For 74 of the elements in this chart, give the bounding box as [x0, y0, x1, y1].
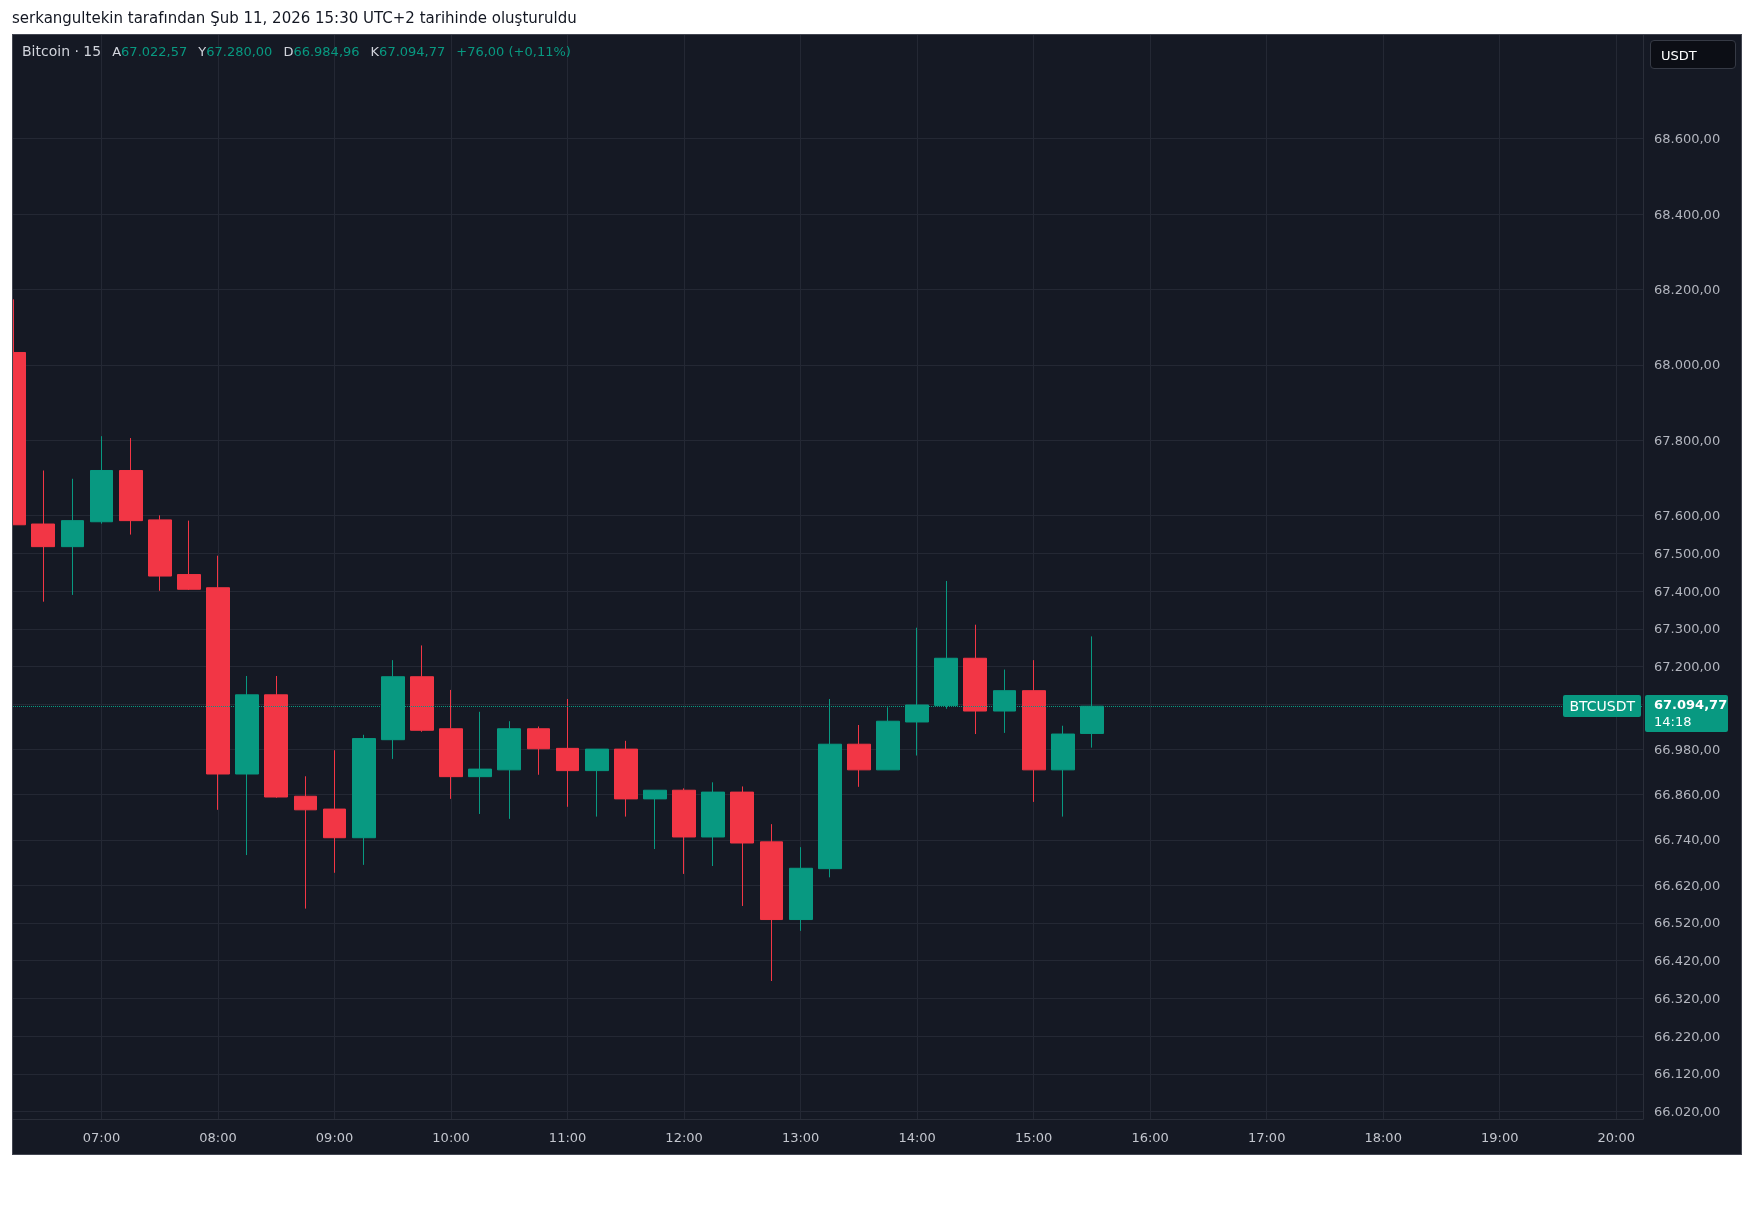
x-tick-label: 09:00: [315, 1130, 354, 1145]
x-tick-label: 10:00: [432, 1130, 470, 1145]
candlestick: [847, 724, 871, 788]
candlestick: [497, 720, 521, 820]
candlestick: [206, 555, 230, 811]
candlestick: [323, 749, 346, 874]
y-tick-label: 67.600,00: [1654, 508, 1721, 524]
y-tick-label: 66.520,00: [1654, 915, 1721, 931]
annotation: +76,00 (+0,11%): [456, 44, 571, 59]
x-tick-label: 08:00: [199, 1130, 237, 1145]
text: Bitcoin · 15: [22, 43, 102, 59]
candlestick: [760, 823, 783, 982]
y-tick-label: 66.740,00: [1654, 832, 1721, 848]
candlestick: [90, 435, 113, 525]
candlestick: [789, 846, 813, 932]
y-tick-label: 67.094,77: [1654, 696, 1728, 714]
x-tick-label: 11:00: [548, 1130, 587, 1145]
candlestick: [439, 689, 463, 800]
ref-line-label: BTCUSDT: [1563, 695, 1641, 718]
y-tick-label: 68.000,00: [1654, 357, 1721, 373]
y-tick-label: 66.620,00: [1654, 877, 1721, 893]
candlestick: [294, 775, 317, 910]
candlestick: [527, 726, 550, 776]
candlestick: [556, 698, 579, 808]
x-tick-label: 16:00: [1131, 1130, 1169, 1145]
candlestick: [730, 785, 754, 907]
candlestick: [643, 789, 667, 850]
candlestick: [410, 644, 434, 733]
candlestick: [468, 711, 492, 815]
x-tick-label: 20:00: [1597, 1130, 1635, 1145]
candlestick: [352, 734, 376, 866]
y-tick-label: 68.200,00: [1654, 282, 1721, 297]
candlestick: [177, 520, 201, 591]
candlestick: [148, 514, 172, 592]
y-tick-label: 66.220,00: [1654, 1028, 1721, 1044]
candlestick: [1051, 725, 1075, 818]
y-tick-label: 66.120,00: [1654, 1066, 1721, 1082]
y-tick-label: 66.860,00: [1654, 787, 1721, 803]
candlestick: [119, 437, 143, 536]
text: 14:18: [1654, 713, 1693, 731]
candlestick: [585, 748, 609, 818]
candlestick: [61, 478, 84, 596]
x-tick-label: 12:00: [665, 1130, 703, 1145]
y-tick-label: 67.300,00: [1654, 621, 1721, 637]
candlestick: [701, 781, 725, 867]
x-tick-label: 13:00: [781, 1130, 820, 1145]
chart-title: serkangultekin tarafından Şub 11, 2026 15:30 UTC+2 tarihinde oluşturuldu: [12, 9, 577, 27]
x-tick-label: 17:00: [1247, 1130, 1286, 1145]
y-tick-label: 67.200,00: [1654, 659, 1721, 675]
x-tick-label: 14:00: [898, 1130, 936, 1145]
candlestick: [963, 624, 987, 735]
annotation: K67.094,77: [370, 44, 446, 59]
y-tick-label: 66.980,00: [1654, 742, 1721, 757]
y-tick-label: 68.400,00: [1654, 206, 1721, 222]
x-tick-label: 15:00: [1014, 1130, 1053, 1145]
y-tick-label: 68.600,00: [1654, 131, 1721, 147]
candlestick: [264, 675, 288, 799]
y-tick-label: 66.320,00: [1654, 990, 1721, 1006]
annotation: D66.984,96: [283, 44, 360, 59]
y-tick-label: 67.800,00: [1654, 432, 1721, 448]
annotation: Y67.280,00: [198, 44, 273, 59]
candlestick: [31, 469, 55, 603]
candlestick: [614, 740, 638, 818]
x-tick-label: 19:00: [1480, 1130, 1519, 1145]
candlestick: [672, 787, 696, 875]
y-tick-label: 67.400,00: [1654, 583, 1721, 599]
annotation: A67.022,57: [112, 44, 188, 59]
y-tick-label: 66.020,00: [1654, 1103, 1721, 1119]
x-tick-label: 18:00: [1364, 1130, 1402, 1145]
y-tick-label: 67.500,00: [1654, 545, 1721, 561]
y-tick-label: 66.420,00: [1654, 953, 1721, 969]
candlestick: [1022, 659, 1046, 803]
y-axis-title: USDT: [1650, 40, 1736, 69]
x-tick-label: 07:00: [82, 1130, 121, 1145]
